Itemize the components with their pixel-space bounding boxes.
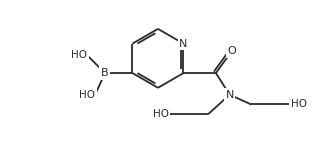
Text: N: N bbox=[179, 39, 188, 49]
Text: N: N bbox=[225, 90, 234, 100]
Text: B: B bbox=[101, 68, 109, 78]
Text: HO: HO bbox=[79, 90, 95, 100]
Text: O: O bbox=[227, 47, 236, 56]
Text: HO: HO bbox=[290, 99, 306, 110]
Text: HO: HO bbox=[153, 109, 169, 119]
Text: HO: HO bbox=[71, 50, 87, 60]
